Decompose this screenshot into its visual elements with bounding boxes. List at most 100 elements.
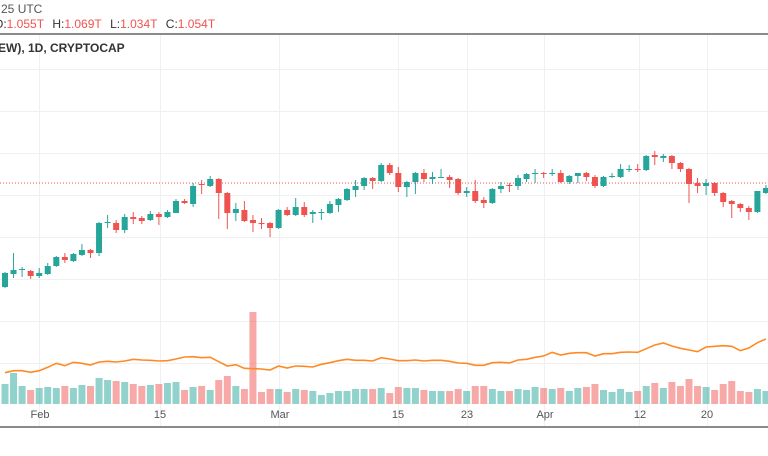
candle <box>643 155 650 171</box>
candle <box>506 183 513 192</box>
candle <box>754 191 761 213</box>
candle <box>318 209 325 220</box>
candle <box>241 201 248 222</box>
close-label: C: <box>165 17 178 31</box>
candle-body <box>44 266 51 274</box>
candle <box>164 210 171 218</box>
volume-bar <box>531 387 539 404</box>
candle <box>497 182 504 193</box>
volume-bar <box>275 389 283 404</box>
candle-body <box>147 214 154 220</box>
candle-body <box>10 270 17 274</box>
candle-body <box>181 201 188 203</box>
candle-body <box>497 186 504 189</box>
volume-bar <box>488 389 496 404</box>
volume-bar <box>548 389 556 404</box>
volume-bars <box>1 312 768 404</box>
volume-bar <box>163 383 171 404</box>
volume-bar <box>463 391 471 404</box>
candle-body <box>591 177 598 186</box>
volume-bar <box>411 388 419 404</box>
open-label: O: <box>0 17 7 31</box>
candle-body <box>566 176 573 182</box>
volume-bar <box>95 378 103 404</box>
volume-bar <box>634 391 642 404</box>
candle <box>660 154 667 162</box>
volume-bar <box>104 380 112 404</box>
candle-body <box>61 257 68 260</box>
candle <box>737 203 744 212</box>
volume-bar <box>206 390 214 404</box>
candle-body <box>27 271 34 276</box>
volume-bar <box>360 389 368 404</box>
candle <box>728 200 735 218</box>
candle-body <box>113 223 120 230</box>
candle <box>87 249 94 258</box>
x-tick-label: 23 <box>460 409 474 421</box>
volume-bar <box>129 384 137 404</box>
volume-bar <box>198 386 206 404</box>
volume-bar <box>121 382 129 404</box>
candle <box>284 207 291 216</box>
candle <box>53 256 60 267</box>
candle <box>472 180 479 203</box>
candle <box>557 170 564 183</box>
volume-bar <box>676 386 684 404</box>
candle-body <box>677 163 684 169</box>
candle <box>378 163 385 182</box>
candle-body <box>207 179 214 186</box>
x-tick-label: 15 <box>153 409 167 421</box>
candle-body <box>386 165 393 173</box>
candle-body <box>703 183 710 186</box>
candle-body <box>472 191 479 201</box>
candle <box>2 272 8 288</box>
x-tick-label: Mar <box>270 409 290 421</box>
candle <box>309 210 316 223</box>
candle <box>369 177 376 189</box>
candle <box>147 211 154 221</box>
volume-bar <box>429 391 436 404</box>
volume-bar <box>258 392 265 404</box>
candle-body <box>301 207 308 215</box>
candle <box>61 253 68 263</box>
candle <box>429 172 436 184</box>
candle <box>335 198 342 212</box>
candle-body <box>557 173 564 182</box>
candle <box>617 164 624 178</box>
volume-bar <box>369 389 377 404</box>
volume-bar <box>565 391 573 404</box>
volume-bar <box>420 390 428 404</box>
price-chart[interactable] <box>0 35 768 426</box>
candle-body <box>361 178 368 186</box>
open-value: 1.055T <box>6 17 45 31</box>
volume-bar <box>386 393 394 404</box>
volume-bar <box>591 384 599 404</box>
candle <box>27 270 34 279</box>
candle-body <box>668 156 675 163</box>
candle <box>130 212 137 224</box>
volume-bar <box>10 373 18 404</box>
candle <box>566 175 573 184</box>
high-label: H: <box>52 17 65 31</box>
candle <box>574 173 581 183</box>
volume-bar <box>728 381 736 404</box>
candle <box>480 197 487 208</box>
candle <box>267 222 274 237</box>
volume-bar <box>617 389 625 404</box>
candle-body <box>403 182 410 187</box>
candle <box>523 173 530 182</box>
header-divider <box>0 33 768 35</box>
candle-body <box>78 250 85 255</box>
volume-bar <box>694 386 702 404</box>
volume-bar <box>44 387 52 404</box>
candle-body <box>694 183 701 186</box>
volume-bar <box>112 381 120 404</box>
volume-bar <box>582 387 590 404</box>
grid-lines <box>0 35 768 426</box>
candle-body <box>352 186 359 190</box>
volume-bar <box>736 391 744 404</box>
candle <box>326 201 333 214</box>
candle <box>207 176 214 187</box>
candle-body <box>506 185 513 186</box>
candle <box>395 167 402 192</box>
